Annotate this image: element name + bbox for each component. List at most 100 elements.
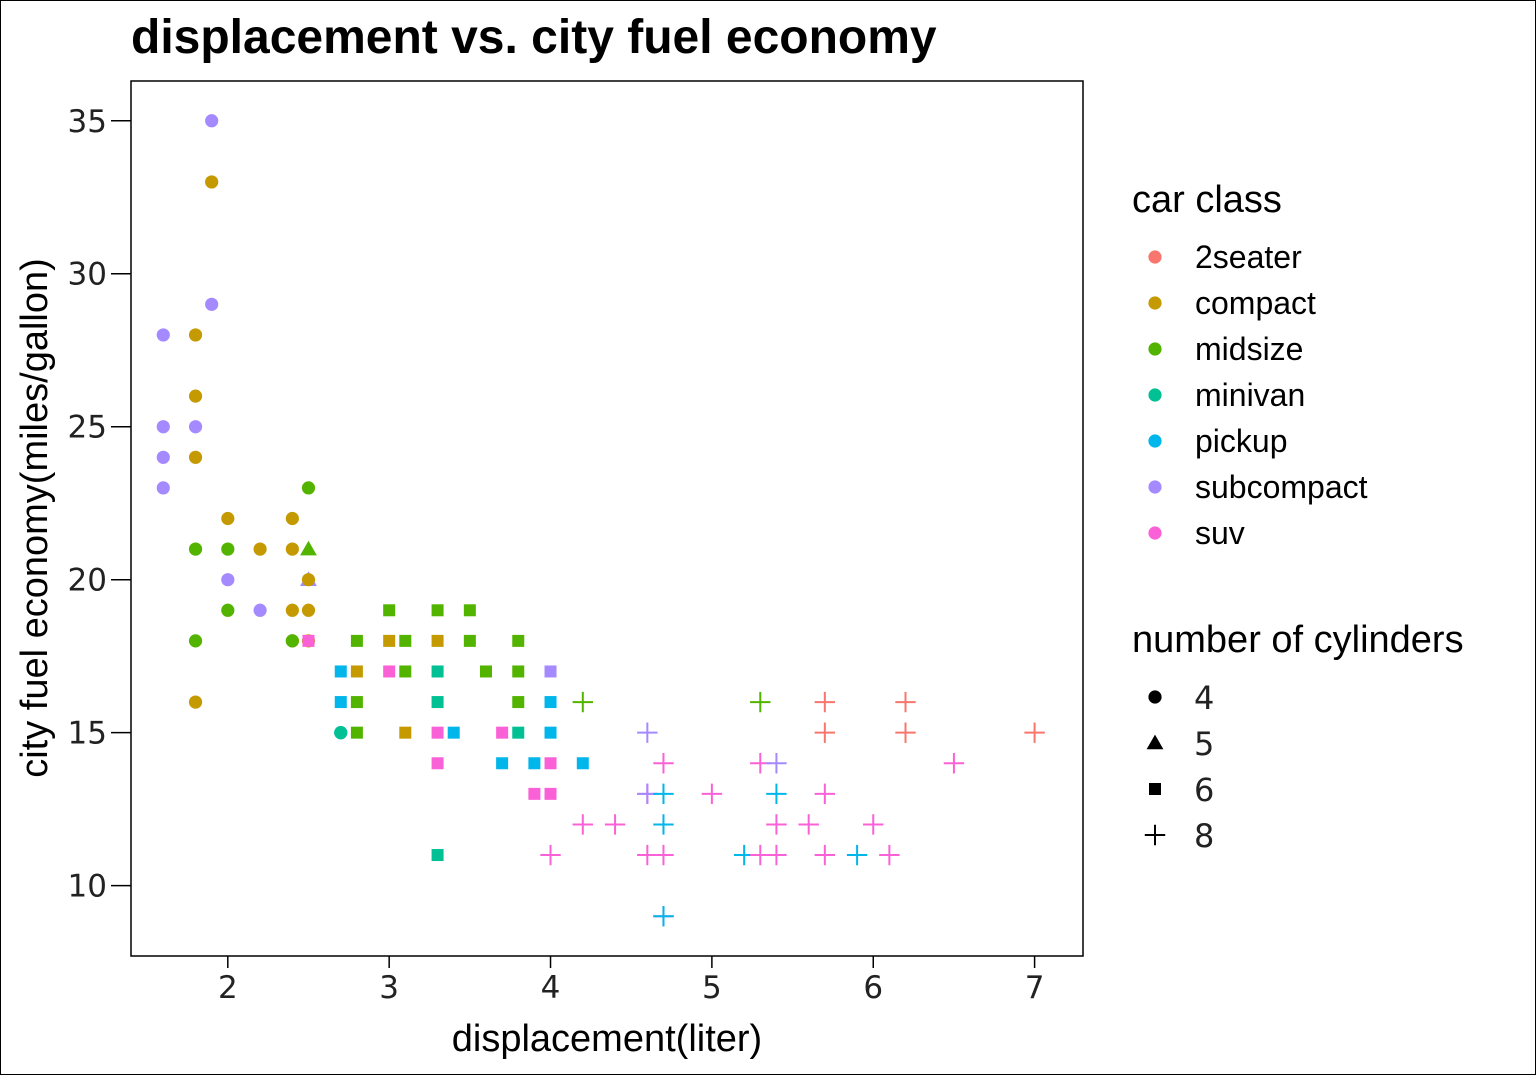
data-point xyxy=(350,696,363,709)
data-point xyxy=(895,722,916,743)
data-point xyxy=(814,783,836,805)
legend-color-key xyxy=(1148,250,1162,264)
data-point xyxy=(544,787,557,800)
data-point xyxy=(301,603,316,617)
legend-shape-key xyxy=(1146,734,1164,750)
shape-legend: number of cylinders 4 5 6 8 xyxy=(1132,619,1464,855)
x-tick-label: 7 xyxy=(1025,970,1045,1006)
x-tick-label: 3 xyxy=(379,970,399,1006)
data-point xyxy=(221,573,235,587)
data-point xyxy=(302,634,315,647)
data-point xyxy=(285,634,299,648)
legend-color-label: suv xyxy=(1195,515,1245,551)
data-point xyxy=(544,696,557,709)
data-point xyxy=(814,844,836,866)
data-point xyxy=(463,604,476,617)
data-point xyxy=(350,634,363,647)
data-point xyxy=(653,753,674,774)
legend-color-key xyxy=(1148,342,1162,356)
data-point xyxy=(496,726,509,739)
y-tick-label: 15 xyxy=(68,716,107,752)
data-point xyxy=(798,814,819,835)
legend-shape-label: 4 xyxy=(1194,679,1214,717)
color-legend: car class 2seater compact midsize minivan pi… xyxy=(1132,179,1368,551)
data-point xyxy=(750,691,771,713)
points-layer xyxy=(156,114,1045,927)
data-point xyxy=(188,328,203,342)
data-point xyxy=(766,814,787,835)
data-point xyxy=(766,844,787,866)
data-point xyxy=(205,297,219,311)
data-point xyxy=(431,757,444,770)
data-point xyxy=(528,787,541,800)
legend-shape-label: 5 xyxy=(1194,725,1214,763)
data-point xyxy=(604,814,626,835)
plot-panel xyxy=(130,80,1084,957)
data-point xyxy=(334,696,347,709)
y-axis-label: city fuel economy(miles/gallon) xyxy=(14,258,56,778)
x-axis: 2 3 4 5 6 7 xyxy=(218,956,1045,1006)
color-legend-title: car class xyxy=(1132,179,1282,221)
data-point xyxy=(301,573,316,587)
data-point xyxy=(383,634,396,647)
data-point xyxy=(300,540,317,556)
data-point xyxy=(285,511,299,526)
shape-legend-title: number of cylinders xyxy=(1132,619,1464,661)
data-point xyxy=(253,542,267,556)
data-point xyxy=(188,450,203,464)
x-tick-label: 4 xyxy=(541,970,561,1006)
legend-color-label: compact xyxy=(1195,285,1316,321)
data-point xyxy=(431,634,444,647)
data-point xyxy=(431,696,444,709)
data-point xyxy=(496,757,509,770)
data-point xyxy=(544,726,557,739)
data-point xyxy=(701,783,723,805)
data-point xyxy=(814,691,836,713)
data-point xyxy=(463,634,476,647)
data-point xyxy=(383,604,396,617)
data-point xyxy=(528,757,541,770)
data-point xyxy=(863,814,884,835)
x-axis-label: displacement(liter) xyxy=(452,1018,762,1060)
legend-color-label: midsize xyxy=(1195,331,1303,367)
data-point xyxy=(334,665,347,678)
data-point xyxy=(221,542,235,556)
y-tick-label: 35 xyxy=(68,104,107,140)
data-point xyxy=(879,844,900,866)
legend-color-key xyxy=(1148,434,1162,448)
data-point xyxy=(334,726,348,740)
legend-color-key xyxy=(1148,480,1162,494)
data-point xyxy=(512,726,525,739)
data-point xyxy=(766,783,787,805)
data-point xyxy=(399,726,412,739)
data-point xyxy=(572,814,593,835)
legend-shape-key xyxy=(1148,690,1162,704)
data-point xyxy=(846,844,868,866)
legend-color-key xyxy=(1148,296,1162,310)
legend-shape-key xyxy=(1144,824,1166,846)
chart-title: displacement vs. city fuel economy xyxy=(131,11,937,64)
data-point xyxy=(431,604,444,617)
data-point xyxy=(572,691,593,713)
data-point xyxy=(301,481,316,495)
x-tick-label: 2 xyxy=(218,970,238,1006)
legend-color-label: 2seater xyxy=(1195,239,1302,275)
data-point xyxy=(512,634,525,647)
data-point xyxy=(350,665,363,678)
data-point xyxy=(221,511,235,526)
legend-shape-label: 6 xyxy=(1194,771,1214,809)
y-tick-label: 20 xyxy=(68,563,107,599)
data-point xyxy=(156,328,170,342)
x-tick-label: 5 xyxy=(702,970,722,1006)
data-point xyxy=(188,389,203,403)
data-point xyxy=(512,696,525,709)
y-axis: 10 15 20 25 30 35 xyxy=(68,104,131,905)
legend-shape-label: 8 xyxy=(1194,817,1214,855)
data-point xyxy=(653,906,674,927)
data-point xyxy=(447,726,460,739)
data-point xyxy=(540,844,561,866)
data-point xyxy=(431,726,444,739)
data-point xyxy=(188,695,203,709)
